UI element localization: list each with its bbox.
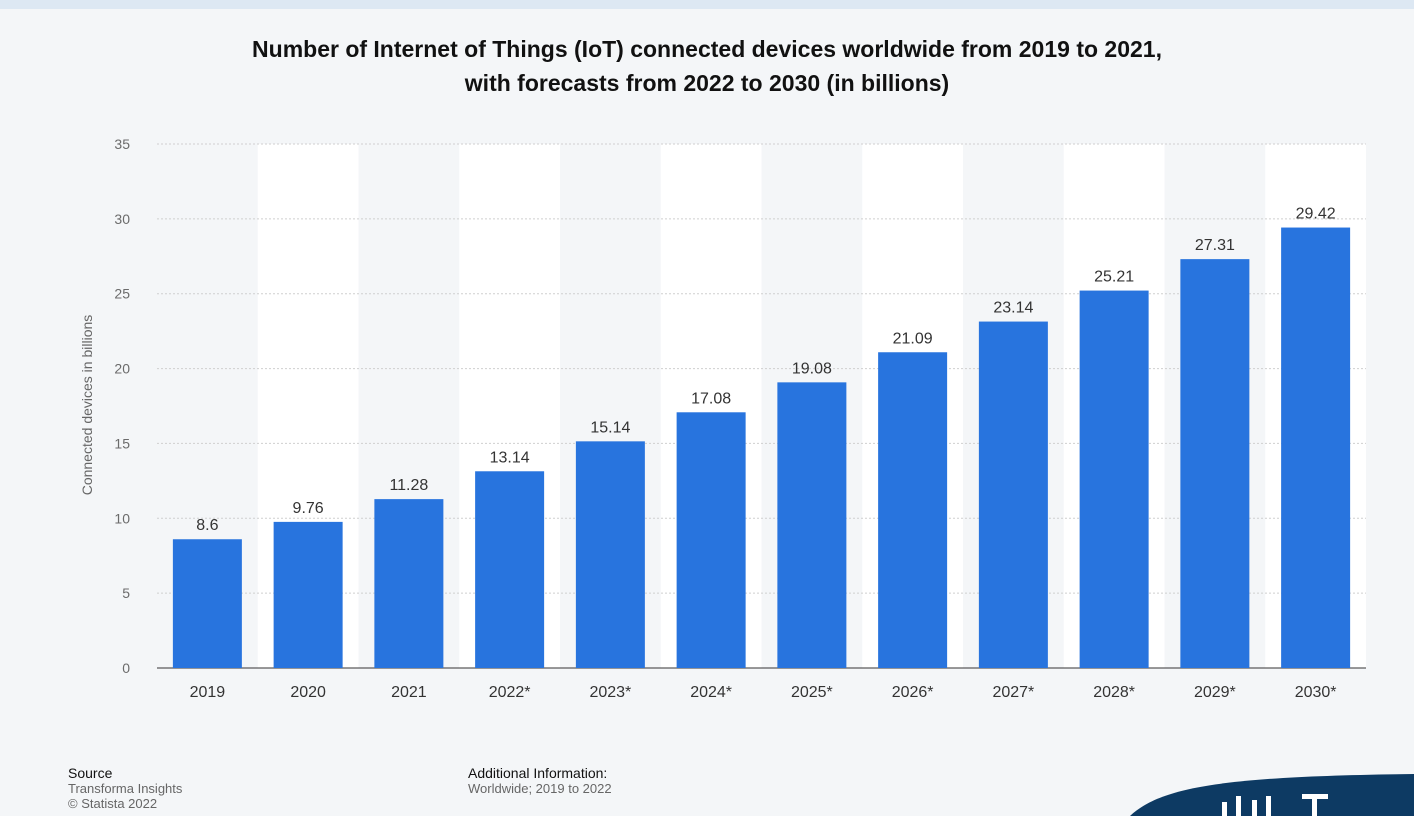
bar	[575, 441, 645, 668]
y-tick-labels: 0 5 10 15 20 25 30 35	[114, 136, 130, 676]
data-label: 29.42	[1296, 206, 1336, 223]
chart-title-line-1: Number of Internet of Things (IoT) conne…	[252, 36, 1162, 62]
y-tick-label: 30	[114, 211, 130, 227]
y-tick-label: 15	[114, 435, 130, 451]
data-label: 23.14	[993, 300, 1033, 317]
x-tick-label: 2019	[190, 684, 226, 701]
bar	[374, 499, 444, 668]
gridlines	[157, 143, 1366, 669]
x-tick-label: 2021	[391, 684, 427, 701]
y-tick-label: 20	[114, 361, 130, 377]
x-tick-label: 2022*	[489, 684, 531, 701]
bar	[978, 321, 1048, 668]
x-tick-label: 2023*	[589, 684, 631, 701]
y-tick-label: 25	[114, 286, 130, 302]
x-tick-label: 2024*	[690, 684, 732, 701]
x-tick-label: 2025*	[791, 684, 833, 701]
data-label: 15.14	[590, 419, 630, 436]
bar	[878, 352, 948, 668]
x-tick-label: 2030*	[1295, 684, 1337, 701]
bar	[777, 382, 847, 668]
data-label: 21.09	[893, 330, 933, 347]
x-tick-label: 2028*	[1093, 684, 1135, 701]
bar	[1281, 227, 1351, 668]
additional-info-heading: Additional Information:	[468, 765, 608, 781]
bar-chart: 0 5 10 15 20 25 30 35 8.6 9.76 11.28 13.14 15.14 17.…	[79, 136, 1366, 701]
additional-info-text: Worldwide; 2019 to 2022	[468, 781, 612, 796]
y-tick-label: 10	[114, 510, 130, 526]
source-heading: Source	[68, 765, 113, 781]
data-label: 25.21	[1094, 269, 1134, 286]
bar	[172, 539, 242, 668]
y-tick-label: 0	[122, 660, 130, 676]
y-tick-label: 35	[114, 136, 130, 152]
bar	[475, 471, 545, 668]
copyright-text: © Statista 2022	[68, 796, 158, 811]
x-tick-labels: 2019 2020 2021 2022* 2023* 2024* 2025* 2026* 202…	[190, 684, 1337, 701]
bar	[676, 412, 746, 668]
x-tick-label: 2027*	[992, 684, 1034, 701]
y-tick-label: 5	[122, 585, 130, 601]
bars	[172, 227, 1351, 668]
y-axis-title: Connected devices in billions	[79, 315, 95, 496]
bar	[1180, 259, 1250, 668]
x-tick-label: 2020	[290, 684, 326, 701]
top-band	[0, 0, 1414, 9]
data-label: 13.14	[490, 449, 530, 466]
data-label: 17.08	[691, 390, 731, 407]
corner-logo-graphic	[1130, 774, 1414, 816]
data-label: 9.76	[293, 500, 324, 517]
data-label: 19.08	[792, 360, 832, 377]
footer-source: Source Transforma Insights © Statista 20…	[68, 765, 183, 812]
data-label: 8.6	[196, 517, 218, 534]
bar	[273, 521, 343, 668]
bar	[1079, 290, 1149, 668]
chart-title-line-2: with forecasts from 2022 to 2030 (in bil…	[464, 70, 950, 96]
chart-title: Number of Internet of Things (IoT) conne…	[60, 32, 1354, 100]
data-labels: 8.6 9.76 11.28 13.14 15.14 17.08 19.08 21.09 23.…	[196, 206, 1335, 535]
x-tick-label: 2026*	[892, 684, 934, 701]
x-tick-label: 2029*	[1194, 684, 1236, 701]
data-label: 11.28	[389, 477, 428, 494]
footer-additional-info: Additional Information: Worldwide; 2019 …	[468, 765, 612, 797]
data-label: 27.31	[1195, 237, 1235, 254]
source-name: Transforma Insights	[68, 781, 183, 796]
